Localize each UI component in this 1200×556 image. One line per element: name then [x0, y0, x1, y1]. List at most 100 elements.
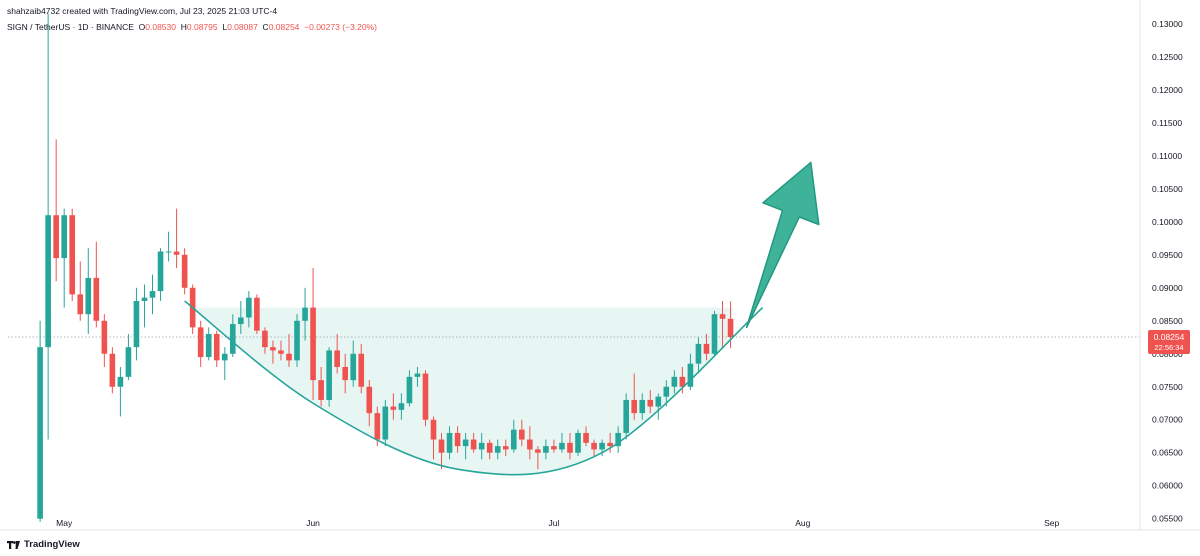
candle-body — [262, 330, 268, 348]
candle-body — [286, 353, 292, 361]
candle-body — [623, 399, 629, 433]
candle-body — [133, 300, 140, 348]
candle-body — [647, 399, 654, 407]
candle — [278, 340, 284, 361]
candle — [205, 327, 212, 361]
candle — [607, 432, 613, 453]
candle — [647, 390, 654, 414]
candle-body — [703, 343, 710, 354]
candle — [310, 268, 316, 400]
candle-body — [149, 291, 156, 298]
candle-body — [318, 380, 324, 400]
candle — [535, 446, 541, 470]
candle-body — [430, 419, 437, 440]
candle — [382, 399, 389, 447]
candle — [69, 208, 76, 301]
candle-body — [197, 327, 204, 358]
candle — [671, 370, 678, 394]
candle — [422, 370, 429, 427]
candle-body — [205, 333, 212, 358]
candle — [141, 284, 148, 328]
candle-body — [446, 432, 453, 453]
x-axis-tick-label: Jun — [306, 518, 320, 528]
candle-body — [535, 449, 541, 453]
candle-body — [229, 324, 236, 354]
candle-body — [181, 254, 188, 288]
candle — [703, 333, 710, 361]
y-axis-tick-label: 0.08500 — [1152, 316, 1183, 326]
candle — [446, 426, 453, 460]
y-axis-tick-label: 0.06000 — [1152, 481, 1183, 491]
candle — [350, 340, 357, 387]
candle — [165, 231, 172, 262]
candle — [470, 432, 477, 453]
candle — [149, 274, 156, 315]
candle — [623, 393, 629, 440]
candle-body — [527, 439, 533, 450]
candle-body — [141, 297, 148, 301]
candle-body — [639, 399, 646, 414]
x-axis-tick-label: May — [56, 518, 73, 528]
candle-body — [607, 442, 613, 447]
tradingview-logo[interactable]: TradingView — [7, 539, 80, 550]
candle — [254, 294, 260, 334]
candle-body — [69, 215, 76, 295]
candle — [494, 439, 501, 460]
y-axis-tick-label: 0.13000 — [1152, 19, 1183, 29]
candle-body — [687, 363, 694, 387]
y-axis-tick-label: 0.07000 — [1152, 415, 1183, 425]
candle — [117, 366, 124, 417]
candle-body — [278, 350, 284, 354]
candle-body — [173, 251, 180, 255]
candle-body — [366, 386, 373, 414]
candle — [406, 370, 413, 407]
candle-body — [342, 366, 349, 381]
y-axis-tick-label: 0.11500 — [1152, 118, 1182, 128]
candle-body — [93, 277, 100, 321]
candle — [229, 314, 236, 358]
candle — [45, 14, 51, 440]
candle-body — [125, 347, 132, 377]
candle — [502, 439, 509, 457]
candle-body — [246, 297, 252, 318]
candle-body — [53, 215, 59, 259]
x-axis-tick-label: Aug — [795, 518, 810, 528]
candle — [719, 300, 726, 348]
candle-body — [727, 318, 734, 338]
candle-body — [510, 429, 517, 450]
candle — [77, 261, 84, 321]
candle — [270, 340, 276, 364]
candle-body — [671, 376, 678, 387]
x-axis-tick-label: Jul — [548, 518, 559, 528]
low-value: 0.08087 — [227, 22, 258, 32]
candle — [286, 333, 292, 367]
price-tag-price: 0.08254 — [1154, 332, 1185, 342]
candle-body — [374, 413, 381, 440]
candle — [430, 416, 437, 460]
y-axis-tick-label: 0.07500 — [1152, 382, 1183, 392]
candle — [390, 393, 397, 420]
candle-body — [117, 376, 124, 387]
candle-body — [679, 376, 686, 387]
candle — [551, 439, 557, 453]
candle-body — [438, 439, 445, 453]
y-axis-tick-label: 0.12500 — [1152, 52, 1183, 62]
candle-body — [655, 396, 662, 407]
candle — [519, 419, 525, 447]
candle — [543, 439, 549, 460]
candle-body — [77, 294, 84, 315]
candle-body — [663, 386, 670, 397]
y-axis-tick-label: 0.10000 — [1152, 217, 1183, 227]
candle — [567, 432, 573, 460]
candle-body — [462, 439, 469, 447]
candle-body — [454, 432, 461, 447]
high-value: 0.08795 — [186, 22, 218, 32]
candle — [510, 419, 517, 453]
y-axis-tick-label: 0.06500 — [1152, 448, 1183, 458]
open-label: O — [138, 22, 146, 32]
symbol-ohlc-legend: SIGN / TetherUS · 1D · BINANCE O0.08530 … — [7, 22, 377, 32]
candle-body — [719, 314, 726, 319]
candle — [157, 248, 164, 301]
candle — [478, 432, 485, 460]
